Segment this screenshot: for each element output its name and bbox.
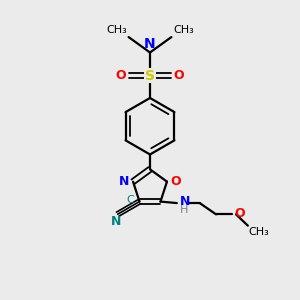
- Text: CH₃: CH₃: [106, 25, 127, 35]
- Text: N: N: [180, 195, 190, 208]
- Text: C: C: [127, 195, 135, 205]
- Text: O: O: [171, 175, 182, 188]
- Text: N: N: [119, 175, 129, 188]
- Text: N: N: [144, 37, 156, 51]
- Text: N: N: [111, 215, 121, 228]
- Text: O: O: [234, 207, 244, 220]
- Text: O: O: [174, 69, 184, 82]
- Text: H: H: [180, 205, 188, 214]
- Text: CH₃: CH₃: [248, 227, 269, 237]
- Text: O: O: [116, 69, 126, 82]
- Text: S: S: [145, 69, 155, 83]
- Text: CH₃: CH₃: [173, 25, 194, 35]
